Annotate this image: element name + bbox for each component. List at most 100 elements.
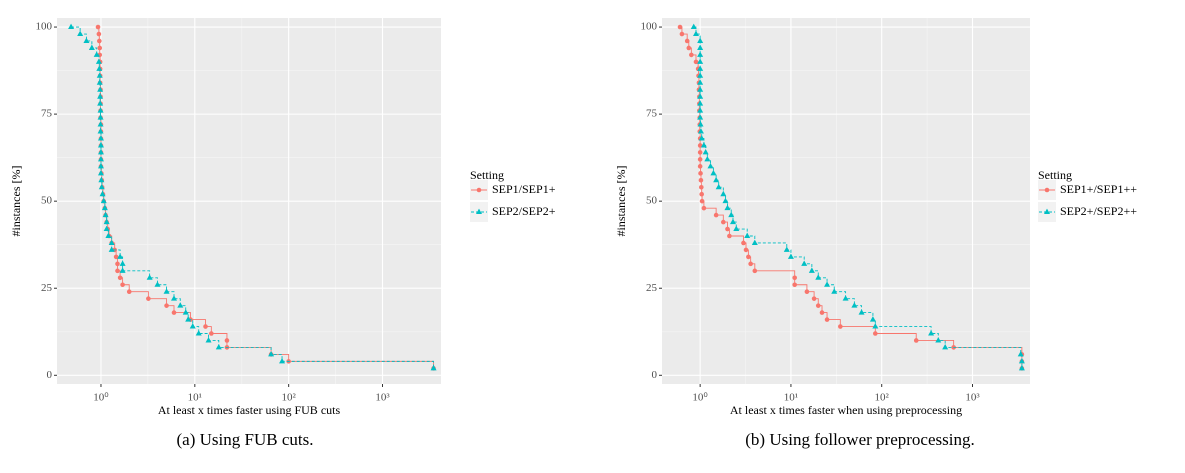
data-point: [858, 309, 865, 315]
data-point: [268, 350, 275, 357]
data-point: [699, 191, 704, 197]
legend-label: SEP2+/SEP2++: [1060, 204, 1137, 218]
data-point: [697, 79, 704, 85]
x-tick-label: 10⁰: [93, 392, 109, 404]
data-point: [103, 225, 110, 232]
data-point: [697, 150, 703, 155]
data-point: [697, 58, 704, 64]
data-point: [700, 142, 707, 148]
data-point: [679, 31, 685, 37]
data-point: [98, 176, 105, 183]
data-point: [751, 239, 758, 245]
x-tick-label: 10²: [875, 392, 890, 404]
data-point: [815, 303, 821, 308]
data-point: [690, 23, 697, 30]
data-point: [97, 128, 104, 134]
y-tick-label: 25: [41, 282, 53, 294]
legend-symbol: [476, 187, 482, 193]
data-point: [707, 162, 714, 169]
data-point: [787, 253, 794, 259]
x-tick-label: 10¹: [784, 392, 798, 404]
legend-label: SEP2/SEP2+: [492, 204, 556, 218]
x-axis-label: At least x times faster when using prepr…: [730, 403, 962, 417]
data-point: [704, 155, 711, 162]
data-point: [699, 184, 704, 190]
data-point: [171, 310, 177, 315]
data-point: [792, 275, 797, 281]
data-point: [727, 233, 732, 239]
data-point: [819, 310, 825, 315]
data-point: [686, 45, 692, 51]
data-point: [713, 176, 720, 183]
data-point: [715, 183, 722, 190]
data-point: [113, 254, 119, 260]
data-point: [126, 289, 132, 295]
data-point: [97, 149, 104, 155]
data-point: [95, 58, 102, 64]
x-tick-label: 10²: [282, 392, 297, 404]
data-point: [721, 219, 726, 225]
data-point: [205, 337, 212, 343]
data-point: [684, 38, 690, 44]
data-point: [729, 218, 736, 225]
data-point: [698, 135, 705, 141]
data-point: [783, 246, 790, 252]
data-point: [935, 337, 942, 343]
data-point: [97, 155, 104, 162]
data-point: [119, 267, 126, 273]
x-tick-label: 10⁰: [692, 392, 708, 404]
data-point: [928, 330, 935, 336]
data-point: [697, 164, 703, 169]
data-point: [724, 204, 731, 211]
data-point: [746, 254, 751, 260]
data-point: [697, 100, 704, 106]
y-tick-label: 75: [646, 108, 658, 120]
data-point: [913, 338, 919, 343]
data-point: [97, 45, 103, 51]
data-point: [189, 323, 196, 329]
data-point: [744, 232, 751, 238]
data-point: [733, 225, 740, 232]
data-point: [97, 169, 104, 176]
legend-marker: [476, 187, 482, 193]
data-point: [115, 261, 120, 267]
data-point: [831, 288, 838, 294]
data-point: [163, 288, 170, 294]
legend-marker: [1044, 187, 1050, 193]
data-point: [96, 79, 103, 85]
data-point: [117, 275, 123, 281]
data-point: [177, 302, 184, 308]
data-point: [97, 38, 102, 44]
data-point: [752, 268, 758, 274]
data-point: [100, 197, 107, 204]
data-point: [1018, 357, 1025, 364]
data-point: [697, 44, 704, 50]
data-point: [824, 281, 831, 287]
data-point: [811, 296, 817, 301]
legend-symbol: [476, 208, 482, 214]
data-point: [942, 344, 949, 350]
data-point: [697, 51, 704, 57]
data-point: [98, 183, 105, 190]
data-point: [815, 274, 822, 280]
data-point: [279, 357, 286, 364]
data-point: [698, 177, 704, 183]
x-axis-label: At least x times faster using FUB cuts: [158, 403, 341, 417]
data-point: [677, 24, 683, 30]
data-point: [697, 93, 704, 99]
data-point: [722, 197, 729, 204]
data-point: [108, 246, 115, 252]
data-point: [146, 274, 153, 280]
y-tick-label: 100: [641, 21, 658, 33]
data-point: [97, 135, 104, 141]
y-tick-label: 50: [646, 195, 658, 207]
data-point: [119, 260, 126, 266]
data-point: [97, 86, 104, 92]
data-point: [97, 121, 104, 127]
legend-title: Setting: [470, 168, 504, 182]
legend-marker: [1044, 208, 1050, 214]
legend-symbol: [1044, 208, 1050, 214]
data-point: [99, 190, 106, 197]
legend-label: SEP1+/SEP1++: [1060, 182, 1137, 196]
